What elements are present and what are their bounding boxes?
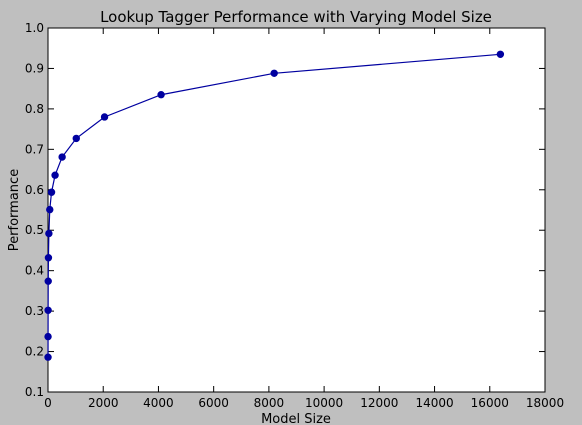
y-tick-label: 0.7 — [25, 142, 44, 156]
x-tick-label: 2000 — [88, 396, 119, 410]
x-tick-label: 18000 — [526, 396, 564, 410]
y-tick-label: 0.8 — [25, 102, 44, 116]
series-layer — [44, 50, 505, 361]
x-tick-label: 8000 — [254, 396, 285, 410]
x-tick-label: 4000 — [143, 396, 174, 410]
plot-area — [47, 27, 546, 393]
x-tick-label: 14000 — [415, 396, 453, 410]
y-tick-label: 1.0 — [25, 21, 44, 35]
x-tick-label: 16000 — [471, 396, 509, 410]
x-tick-label: 12000 — [360, 396, 398, 410]
data-point — [44, 277, 52, 285]
y-tick-label: 0.6 — [25, 183, 44, 197]
data-point — [72, 134, 80, 143]
data-point — [46, 205, 54, 214]
x-axis-label: Model Size — [261, 412, 331, 425]
data-point — [157, 91, 165, 99]
x-tick-label: 0 — [44, 396, 52, 410]
y-axis-label: Performance — [7, 169, 22, 251]
y-tick-label: 0.3 — [25, 304, 44, 318]
data-point — [47, 188, 56, 196]
chart-title: Lookup Tagger Performance with Varying M… — [100, 8, 492, 26]
data-point — [51, 171, 59, 179]
x-tick-label: 6000 — [198, 396, 229, 410]
data-point — [496, 50, 505, 58]
data-point — [44, 353, 52, 361]
data-point — [45, 229, 53, 238]
y-tick-label: 0.9 — [25, 61, 44, 75]
data-point — [44, 254, 53, 262]
ticks-layer: 0 2000 4000 6000 8000 10000 12000 14000 16000 180… — [25, 21, 564, 410]
data-point — [270, 69, 278, 77]
data-point — [58, 153, 66, 161]
y-tick-label: 0.4 — [25, 264, 44, 278]
data-point — [44, 332, 52, 341]
y-tick-label: 0.1 — [25, 385, 44, 399]
y-tick-label: 0.5 — [25, 223, 44, 237]
data-point — [44, 306, 52, 315]
y-tick-label: 0.2 — [25, 345, 44, 359]
data-point — [100, 113, 109, 121]
x-tick-label: 10000 — [305, 396, 343, 410]
